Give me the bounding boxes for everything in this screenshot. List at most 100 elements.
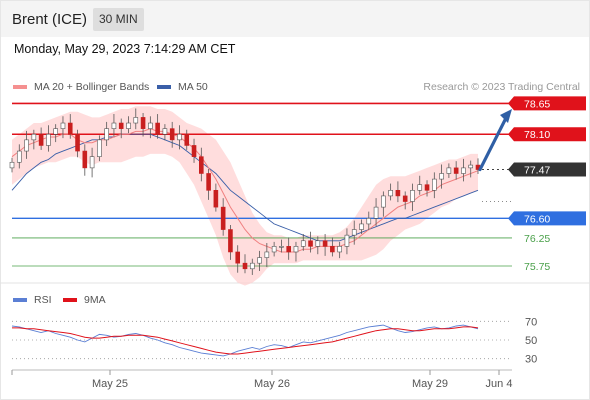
rsi-swatch	[13, 298, 27, 302]
legend-ma50: MA 50	[157, 81, 208, 93]
header-bar: Brent (ICE) 30 MIN	[1, 1, 589, 37]
candle-body-10	[82, 150, 88, 169]
forecast-arrow-head	[500, 109, 512, 124]
candle-body-52	[388, 190, 393, 197]
candle-body-20	[155, 122, 160, 135]
x-tick-label-0: May 25	[92, 378, 128, 390]
instrument-title: Brent (ICE)	[12, 11, 88, 28]
candle-body-25	[191, 145, 197, 157]
candle-body-1	[16, 150, 22, 163]
level-label-2: 77.47	[524, 165, 550, 177]
level-label-4: 76.25	[524, 233, 550, 245]
candle-body-28	[213, 190, 219, 208]
rsi-level-label-0: 70	[525, 316, 537, 328]
candle-body-13	[104, 128, 109, 141]
candle-body-0	[9, 161, 15, 169]
candle-body-42	[315, 240, 321, 247]
candle-body-18	[140, 117, 146, 129]
x-tick-label-1: May 26	[254, 378, 290, 390]
candle-body-38	[286, 246, 291, 253]
candle-body-24	[184, 133, 190, 146]
candle-body-58	[432, 178, 437, 191]
rsi-ma-label: 9MA	[84, 294, 106, 306]
candle-body-9	[75, 133, 80, 152]
level-label-5: 75.75	[524, 261, 550, 273]
candle-body-12	[97, 139, 102, 157]
candle-body-17	[133, 117, 139, 124]
forecast-arrow-shaft	[478, 116, 508, 172]
candle-body-4	[38, 133, 44, 146]
candle-body-6	[53, 128, 58, 135]
candle-body-57	[424, 184, 430, 191]
legend-ma20: MA 20 + Bollinger Bands	[13, 81, 149, 93]
x-tick-label-2: May 29	[412, 378, 448, 390]
bollinger-band	[12, 106, 478, 286]
candle-body-37	[279, 246, 284, 248]
candle-body-22	[169, 128, 175, 141]
candle-body-33	[249, 262, 255, 270]
candle-body-53	[395, 190, 401, 197]
candle-body-50	[373, 206, 379, 219]
candle-body-47	[351, 229, 357, 236]
candle-body-34	[257, 257, 262, 264]
ma50-line	[11, 133, 479, 242]
candle-body-61	[453, 167, 459, 174]
candle-body-59	[439, 173, 444, 180]
ma20-label: MA 20 + Bollinger Bands	[34, 81, 150, 93]
candle-body-45	[337, 246, 342, 253]
ma20-swatch	[13, 85, 27, 89]
candle-body-32	[242, 262, 248, 270]
candle-body-43	[322, 240, 328, 247]
level-box-3	[508, 211, 586, 226]
candle-body-63	[468, 164, 474, 169]
candle-body-23	[177, 133, 182, 141]
candle-body-15	[118, 122, 124, 129]
candle-body-29	[220, 206, 226, 230]
candle-body-39	[293, 246, 299, 253]
rsi-level-label-1: 50	[525, 335, 537, 347]
credit-text: Research © 2023 Trading Central	[423, 81, 580, 93]
candle-body-16	[126, 122, 131, 129]
legend-rsi-ma: 9MA	[63, 294, 106, 306]
level-label-3: 76.60	[524, 213, 550, 225]
candle-body-41	[308, 240, 313, 247]
candle-body-8	[67, 122, 73, 135]
candle-body-35	[264, 251, 270, 258]
candle-body-21	[162, 128, 168, 135]
rsi-ma-swatch	[63, 298, 77, 302]
x-tick-label-3: Jun 4	[486, 378, 513, 390]
ma20-line	[11, 128, 479, 253]
level-box-0	[508, 96, 586, 111]
timeframe-badge[interactable]: 30 MIN	[93, 8, 144, 31]
level-box-1	[508, 127, 586, 142]
level-box-2	[508, 162, 586, 177]
candle-body-44	[330, 246, 335, 253]
candle-body-49	[366, 218, 372, 225]
candle-body-62	[461, 167, 466, 174]
candle-body-54	[402, 195, 408, 202]
candle-body-19	[148, 122, 153, 129]
candle-body-55	[410, 190, 415, 202]
candle-body-7	[60, 122, 66, 129]
candle-body-31	[235, 251, 241, 264]
legend-rsi: RSI	[13, 294, 52, 306]
candle-body-27	[206, 173, 211, 191]
candle-body-36	[271, 246, 277, 253]
candle-body-14	[111, 122, 117, 129]
candle-body-40	[300, 240, 306, 247]
candle-body-3	[31, 133, 37, 141]
candle-body-2	[24, 139, 29, 152]
candle-body-26	[199, 156, 204, 174]
candle-body-46	[344, 234, 350, 247]
rsi-line	[11, 324, 479, 357]
candle-body-48	[359, 223, 364, 230]
candle-body-56	[417, 184, 423, 191]
timestamp: Monday, May 29, 2023 7:14:29 AM CET	[14, 42, 236, 56]
level-label-0: 78.65	[524, 98, 550, 110]
candle-body-5	[46, 133, 51, 146]
rsi-label: RSI	[34, 294, 52, 306]
candle-body-51	[381, 195, 386, 208]
candle-body-11	[89, 156, 95, 169]
